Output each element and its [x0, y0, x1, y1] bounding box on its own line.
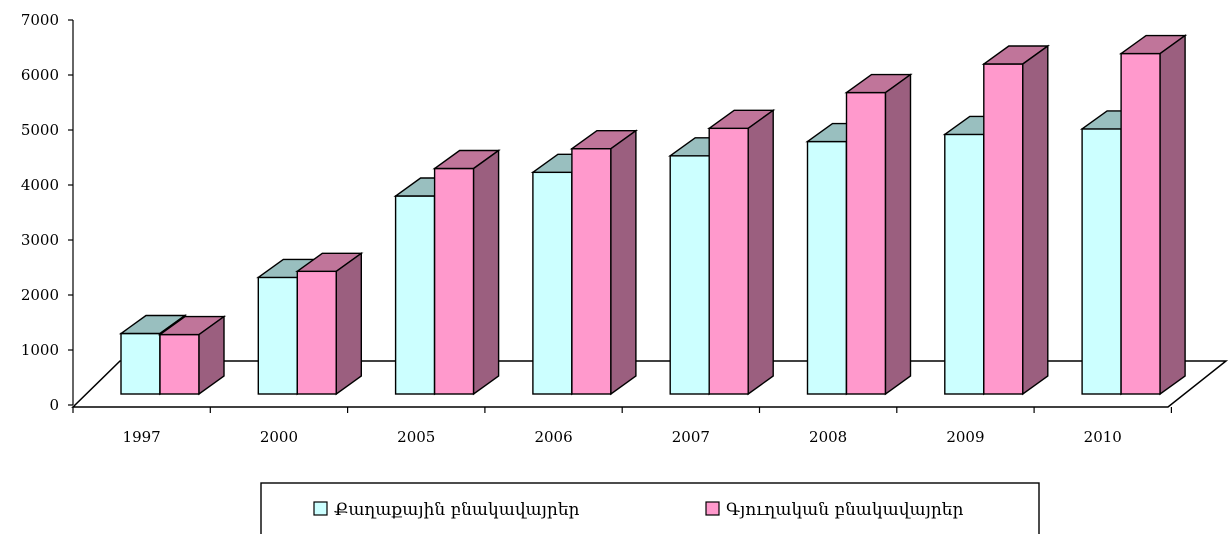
y-tick-label: 5000	[21, 121, 59, 139]
chart-legend: Քաղաքային բնակավայրեր Գյուղական բնակավայր…	[260, 482, 1040, 538]
chart-axes: 0 1000 2000 3000 4000 5000 6000 7000 1997 2000 200…	[21, 11, 1173, 446]
bar-side	[1022, 44, 1049, 396]
bar-2007-series-2	[707, 108, 776, 396]
legend-label-1: Քաղաքային բնակավայրեր	[334, 500, 580, 520]
x-tick-label: 2008	[809, 428, 847, 446]
legend-label-2: Գյուղական բնակավայրեր	[726, 500, 963, 520]
x-tick-label: 2007	[672, 428, 710, 446]
x-tick-label: 2000	[260, 428, 298, 446]
bar-side	[610, 129, 637, 396]
bar-side	[472, 149, 500, 396]
y-tick-label: 1000	[21, 341, 59, 359]
chart-floor	[71, 360, 1228, 408]
bar-front	[571, 147, 612, 395]
bar-front	[708, 127, 749, 395]
bar-side	[1159, 34, 1186, 396]
chart-bars	[118, 34, 1188, 396]
bar-front	[433, 167, 475, 395]
y-tick-label: 3000	[21, 231, 59, 249]
bar-front	[296, 270, 337, 395]
bar-front	[159, 333, 200, 395]
bar-front	[1120, 52, 1161, 395]
legend-swatch-2	[705, 501, 720, 516]
y-tick-label: 4000	[21, 176, 59, 194]
y-tick-label: 2000	[21, 286, 59, 304]
bar-side	[747, 108, 774, 396]
bar-front	[845, 91, 887, 395]
bar-front	[983, 63, 1024, 395]
bar-2000-series-2	[295, 251, 364, 396]
bar-front	[806, 140, 848, 395]
legend-box	[260, 482, 1040, 538]
y-tick-label: 7000	[21, 11, 59, 29]
x-tick-label: 2010	[1084, 428, 1122, 446]
chart-floor-plane	[71, 360, 1228, 408]
bar-front	[944, 133, 985, 395]
y-tick-label: 6000	[21, 66, 59, 84]
legend-swatch-1	[313, 501, 328, 516]
bar-front	[669, 155, 710, 395]
bar-side	[884, 73, 912, 396]
bar-1997-series-2	[157, 315, 227, 396]
bar-front	[1081, 128, 1122, 395]
y-tick-label: 0	[49, 396, 59, 414]
bar-2008-series-2	[844, 73, 913, 396]
bar-2006-series-2	[569, 129, 639, 396]
bar-front	[120, 332, 161, 395]
bar-front	[532, 171, 573, 395]
bar-2010-series-2	[1118, 34, 1188, 396]
x-tick-label: 2006	[534, 428, 572, 446]
bar-side	[198, 315, 225, 396]
x-tick-label: 1997	[123, 428, 161, 446]
bar-front	[394, 195, 436, 395]
x-tick-label: 2009	[946, 428, 984, 446]
bar-2009-series-2	[981, 44, 1050, 396]
bar-2005-series-2	[432, 149, 501, 396]
bar-front	[257, 276, 298, 395]
x-tick-label: 2005	[397, 428, 435, 446]
bar-side	[335, 251, 362, 396]
